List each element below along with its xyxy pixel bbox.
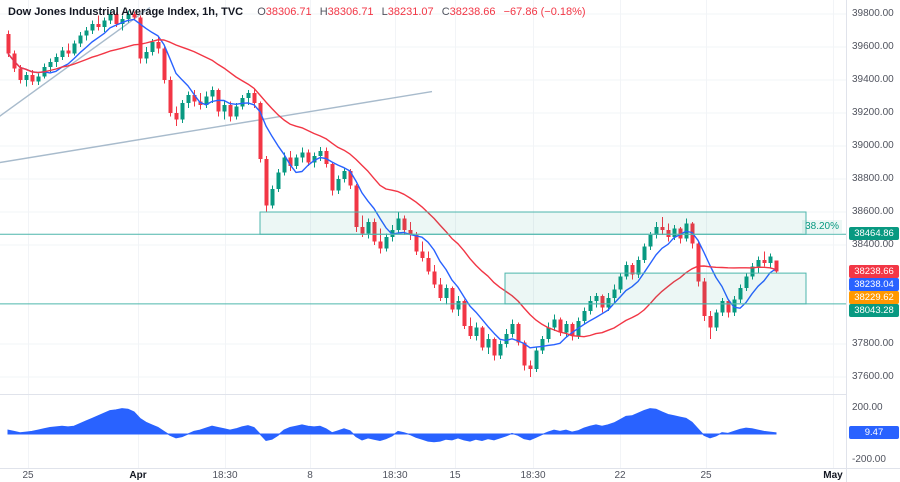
symbol-legend: Dow Jones Industrial Average Index, 1h, … [8, 6, 586, 18]
trendlines-layer[interactable] [0, 6, 433, 164]
time-tick-label: Apr [129, 470, 147, 481]
price-tick-label: 38800.00 [852, 173, 894, 184]
price-tick-label: 39600.00 [852, 41, 894, 52]
time-tick-label: 25 [700, 470, 712, 481]
time-tick-label: 18:30 [520, 470, 546, 481]
high-label: H [319, 6, 328, 18]
price-tick-label: 37800.00 [852, 338, 894, 349]
zone-top-price-badge: 38464.86 [849, 227, 899, 241]
open-label: O [257, 6, 266, 18]
price-tick-label: 38600.00 [852, 206, 894, 217]
time-tick-label: 18:30 [382, 470, 408, 481]
axis-corner [846, 468, 900, 482]
fib-level-label[interactable]: 38.20% [802, 220, 842, 234]
hline-price-badge: 38229.62 [849, 290, 899, 304]
symbol-title[interactable]: Dow Jones Industrial Average Index, 1h, … [8, 6, 244, 18]
price-tick-label: 37600.00 [852, 371, 894, 382]
time-tick-label: May [823, 470, 843, 481]
ma-price-badge: 38238.04 [849, 277, 899, 291]
change-value: −67.86 (−0.18%) [503, 6, 586, 18]
price-axis[interactable]: 39800.00 39600.00 39400.00 39200.00 39000.00… [846, 0, 900, 468]
high-value: 38306.71 [327, 6, 374, 18]
open-value: 38306.71 [265, 6, 312, 18]
indicator-layer[interactable] [7, 408, 777, 443]
price-tick-label: 39000.00 [852, 140, 894, 151]
close-label: C [441, 6, 450, 18]
price-tick-label: 39200.00 [852, 107, 894, 118]
price-tick-label: 39800.00 [852, 8, 894, 19]
zone-bottom-price-badge: 38043.28 [849, 303, 899, 317]
time-tick-label: 18:30 [212, 470, 238, 481]
time-tick-label: 25 [22, 470, 34, 481]
time-tick-label: 8 [307, 470, 313, 481]
candles-layer[interactable] [6, 10, 779, 377]
time-tick-label: 22 [614, 470, 626, 481]
low-label: L [381, 6, 388, 18]
low-value: 38231.07 [387, 6, 434, 18]
price-tick-label: 38400.00 [852, 239, 894, 250]
time-axis[interactable]: 25 Apr 18:30 8 18:30 15 18:30 22 25 May [0, 468, 846, 482]
indicator-tick-label: 200.00 [852, 402, 883, 413]
indicator-tick-label: -200.00 [852, 454, 886, 465]
close-value: 38238.66 [449, 6, 496, 18]
last-price-badge: 38238.66 [849, 264, 899, 278]
candlestick-plot[interactable] [0, 0, 846, 468]
indicator-value-badge: 9.47 [849, 425, 899, 439]
zones-layer[interactable] [0, 211, 846, 305]
price-tick-label: 39400.00 [852, 74, 894, 85]
time-tick-label: 15 [449, 470, 461, 481]
